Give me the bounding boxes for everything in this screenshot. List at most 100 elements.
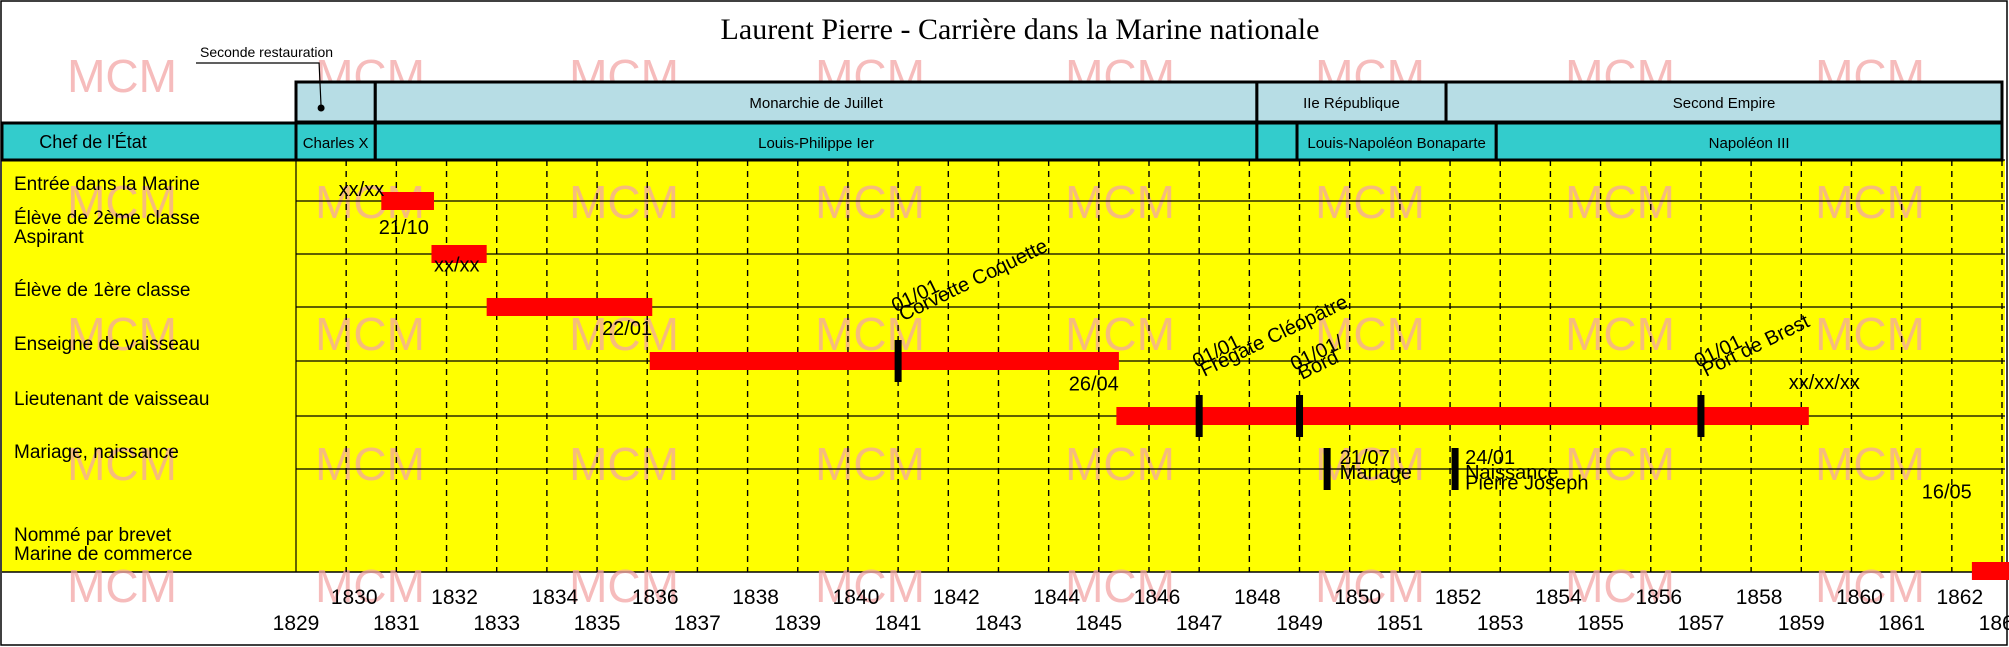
head-of-state-box [1255, 121, 1299, 162]
watermark-text: MCM [815, 176, 925, 228]
watermark-text: MCM [569, 308, 679, 360]
callout-dot [317, 104, 325, 112]
event-marker [1697, 395, 1705, 437]
watermark-text: MCM [315, 560, 425, 612]
x-tick-label: 1838 [732, 586, 779, 609]
row-label: Marine de commerce [14, 544, 192, 565]
regime-box [294, 80, 377, 124]
watermark-text: MCM [1065, 560, 1175, 612]
watermark-text: MCM [67, 176, 177, 228]
event-annotation: Naissance [1465, 462, 1558, 484]
x-tick-label: 1837 [674, 612, 721, 635]
watermark-text: MCM [1565, 560, 1675, 612]
row-label: Mariage, naissance [14, 442, 179, 463]
head-of-state-label: Napoléon III [1709, 135, 1790, 152]
watermark-text: MCM [1565, 438, 1675, 490]
x-tick-label: 1863 [1979, 612, 2009, 635]
regime-label: Monarchie de Juillet [749, 95, 883, 112]
watermark-text: MCM [67, 308, 177, 360]
watermark-text: MCM [1065, 176, 1175, 228]
watermark-text: MCM [1065, 438, 1175, 490]
row-label: Entrée dans la Marine [14, 174, 200, 195]
x-tick-label: 1836 [632, 586, 679, 609]
career-period-bar [1116, 407, 1809, 425]
watermark-text: MCM [1315, 438, 1425, 490]
x-tick-label: 1846 [1134, 586, 1181, 609]
event-marker [1296, 395, 1304, 437]
event-marker [1195, 395, 1203, 437]
watermark-text: MCM [815, 438, 925, 490]
x-tick-label: 1859 [1778, 612, 1825, 635]
x-tick-label: 1829 [273, 612, 320, 635]
head-of-state-box [1494, 121, 2004, 162]
watermark-text: MCM [1315, 308, 1425, 360]
head-of-state-label: Louis-Philippe Ier [758, 135, 874, 152]
watermark-text: MCM [815, 308, 925, 360]
x-tick-label: 1833 [473, 612, 520, 635]
career-period-bar [649, 352, 1119, 370]
x-tick-label: 1851 [1377, 612, 1424, 635]
x-tick-label: 1835 [574, 612, 621, 635]
x-tick-label: 1862 [1936, 586, 1983, 609]
head-of-state-label: Louis-Napoléon Bonaparte [1307, 135, 1485, 152]
career-period-bar [486, 298, 653, 316]
event-annotation: 16/05 [1922, 482, 1972, 504]
x-tick-label: 1845 [1075, 612, 1122, 635]
event-annotation: 21/10 [379, 217, 429, 239]
callout-label: Seconde restauration [200, 44, 333, 60]
watermark-text: MCM [1815, 308, 1925, 360]
watermark-text: MCM [1565, 176, 1675, 228]
x-tick-label: 1844 [1033, 586, 1080, 609]
event-annotation: 22/01 [602, 318, 652, 340]
row-label: Élève de 2ème classe [14, 208, 200, 229]
callout-leader [196, 62, 322, 108]
chart-title: Laurent Pierre - Carrière dans la Marine… [721, 13, 1320, 46]
row-label: Aspirant [14, 227, 84, 248]
x-tick-label: 1840 [833, 586, 880, 609]
x-tick-label: 1832 [431, 586, 478, 609]
head-of-state-label: Charles X [303, 135, 369, 152]
regime-label: IIe République [1303, 95, 1400, 112]
event-marker [1451, 448, 1459, 490]
watermark-text: MCM [1315, 560, 1425, 612]
x-tick-label: 1856 [1635, 586, 1682, 609]
x-tick-label: 1852 [1435, 586, 1482, 609]
x-tick-label: 1831 [373, 612, 420, 635]
watermark-text: MCM [815, 560, 925, 612]
x-tick-label: 1842 [933, 586, 980, 609]
row-label: Enseigne de vaisseau [14, 334, 200, 355]
watermark-text: MCM [315, 438, 425, 490]
head-of-state-box [294, 121, 377, 162]
watermark-text: MCM [569, 438, 679, 490]
x-tick-label: 1861 [1878, 612, 1925, 635]
event-annotation: Mariage [1340, 462, 1412, 484]
watermark-text: MCM [569, 560, 679, 612]
regime-box [1444, 80, 2004, 124]
x-tick-label: 1860 [1836, 586, 1883, 609]
x-tick-label: 1834 [532, 586, 579, 609]
event-annotation: 24/01 [1465, 447, 1515, 469]
x-tick-label: 1858 [1736, 586, 1783, 609]
x-tick-label: 1857 [1678, 612, 1725, 635]
watermark-text: MCM [1065, 308, 1175, 360]
event-annotation: 26/04 [1069, 374, 1119, 396]
watermark-text: MCM [1815, 560, 1925, 612]
event-marker [894, 340, 902, 382]
watermark-text: MCM [1565, 308, 1675, 360]
career-period-bar [1971, 562, 2009, 580]
event-annotation: 21/07 [1340, 447, 1390, 469]
x-tick-label: 1849 [1276, 612, 1323, 635]
career-period-bar [431, 245, 487, 263]
watermark-text: MCM [569, 176, 679, 228]
x-tick-label: 1839 [774, 612, 821, 635]
event-annotation: Pierre Joseph [1465, 473, 1588, 495]
x-tick-label: 1830 [331, 586, 378, 609]
x-tick-label: 1853 [1477, 612, 1524, 635]
watermark-text: MCM [315, 308, 425, 360]
x-tick-label: 1855 [1577, 612, 1624, 635]
event-marker [1323, 448, 1331, 490]
x-tick-label: 1854 [1535, 586, 1582, 609]
regime-label: Second Empire [1673, 95, 1776, 112]
x-tick-label: 1848 [1234, 586, 1281, 609]
